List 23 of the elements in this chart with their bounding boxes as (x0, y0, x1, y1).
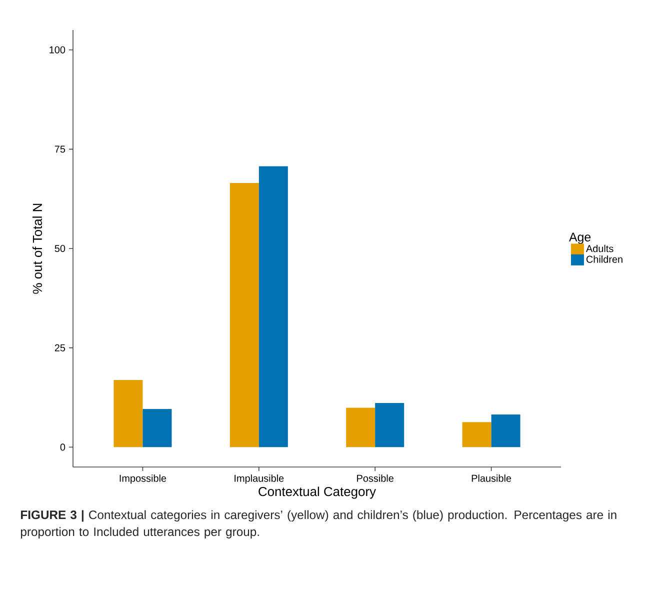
text: FIGURE 3 | Contextual categories in caregivers’ (yellow) and children’s (blue) production. Percentages are in proportion to Included utterances per group. (20, 510, 616, 538)
y-tick-label: 75 (54, 146, 66, 153)
x-tick-label: Possible (357, 474, 394, 482)
y-tick-label: 100 (50, 46, 66, 54)
bar (258, 166, 288, 448)
bar (230, 182, 259, 448)
legend-label: Adults (586, 244, 614, 252)
y-tick-label: 25 (54, 344, 66, 352)
bar (462, 422, 492, 448)
x-tick-label: Plausible (472, 474, 512, 482)
y-tick-label: 50 (54, 244, 66, 252)
x-axis-title: Contextual Category (258, 486, 376, 499)
bar (346, 408, 376, 448)
legend-label: Children (586, 256, 622, 263)
bar (114, 380, 143, 448)
y-axis-title: % out of Total N (32, 204, 42, 294)
bar (142, 408, 172, 448)
x-tick-label: Impossible (120, 474, 166, 484)
bar (491, 414, 520, 448)
y-tick-label: 0 (60, 444, 66, 451)
legend-title: Age (568, 232, 591, 244)
x-tick-label: Implausible (234, 474, 284, 484)
bar (375, 403, 404, 448)
